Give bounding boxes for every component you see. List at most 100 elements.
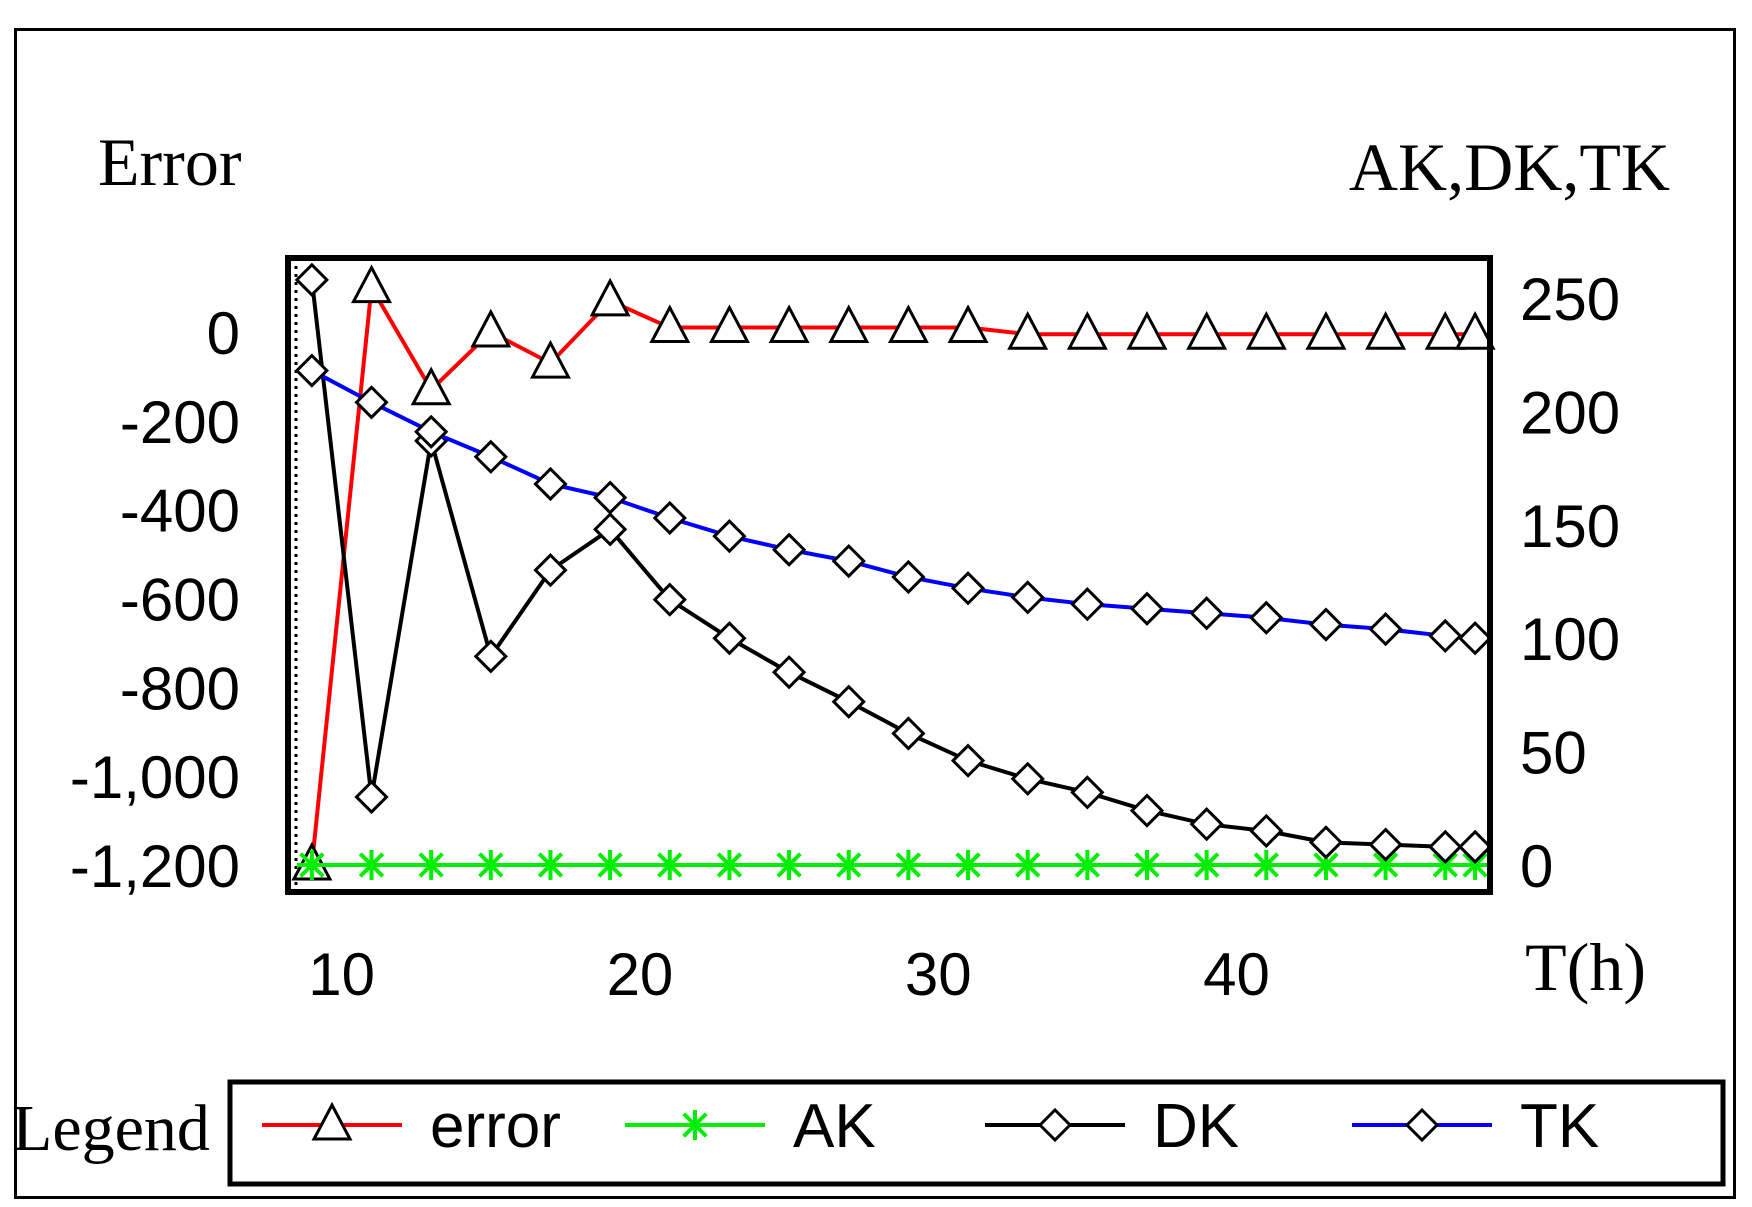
data-point-DK [354, 779, 389, 815]
y-right-tick-label: 0 [1520, 833, 1553, 900]
legend-title: Legend [12, 1092, 210, 1165]
data-point-TK [473, 439, 508, 474]
data-point-TK [1368, 612, 1403, 647]
data-point-DK [831, 684, 866, 719]
data-point-TK [891, 559, 926, 595]
data-point-AK [893, 850, 924, 880]
data-point-DK [593, 512, 628, 547]
data-point-DK [473, 639, 508, 674]
legend-item-DK: DK [985, 1092, 1239, 1161]
data-point-error [768, 304, 810, 344]
y-left-tick-label: -1,000 [70, 744, 240, 811]
data-point-DK [533, 553, 568, 588]
left-y-axis: 0 -200 -400 -600 -800 -1,000 -1,200 [70, 300, 240, 900]
legend-item-error: error [262, 1092, 561, 1161]
data-point-DK [891, 716, 926, 751]
y-left-tick-label: 0 [207, 300, 240, 367]
data-point-AK [774, 850, 805, 880]
data-point-error [589, 277, 631, 317]
data-point-TK [1010, 580, 1045, 615]
data-point-DK [1249, 813, 1284, 849]
plot-area-border [285, 255, 1493, 895]
data-point-AK [416, 850, 447, 880]
data-point-AK [1012, 850, 1043, 880]
data-point-AK [1370, 850, 1401, 880]
data-point-error [1245, 311, 1287, 350]
y-right-tick-label: 200 [1520, 379, 1620, 446]
data-point-error [1454, 311, 1496, 350]
data-point-TK [1070, 587, 1105, 622]
data-point-AK [535, 850, 566, 880]
legend-marker [680, 1110, 710, 1140]
data-point-DK [1368, 827, 1403, 862]
legend-marker [1037, 1107, 1073, 1143]
data-point-error [529, 339, 571, 379]
data-point-AK [654, 850, 685, 880]
data-point-DK [950, 743, 986, 778]
y-left-tick-label: -200 [120, 389, 240, 456]
data-point-DK [294, 262, 329, 297]
data-point-AK [714, 850, 745, 880]
chart-frame [14, 28, 1736, 1199]
y-right-tick-label: 100 [1520, 606, 1620, 673]
series-layer [291, 262, 1496, 881]
data-point-DK [1308, 825, 1344, 860]
data-point-DK [1457, 829, 1493, 864]
y-left-tick-label: -600 [120, 567, 240, 634]
data-point-AK [1251, 850, 1282, 880]
data-point-AK [1430, 850, 1461, 880]
data-point-error [1365, 311, 1407, 350]
data-point-AK [1131, 850, 1162, 880]
legend-item-TK: TK [1352, 1092, 1599, 1161]
data-point-error [1305, 311, 1347, 350]
data-point-error [1424, 311, 1466, 350]
data-point-TK [1428, 618, 1463, 654]
y-left-tick-label: -400 [120, 478, 240, 545]
data-point-DK [712, 621, 747, 656]
data-point-DK [771, 655, 807, 690]
data-point-error [351, 264, 393, 304]
x-tick-label: 30 [905, 941, 972, 1008]
data-point-AK [1191, 850, 1222, 880]
data-point-AK [595, 850, 626, 880]
x-tick-label: 10 [308, 941, 375, 1008]
legend: Legend error AK DK TK [12, 1079, 1726, 1187]
data-point-AK [475, 850, 506, 880]
data-point-TK [771, 532, 807, 567]
data-point-AK [1460, 850, 1491, 880]
data-point-DK [1189, 807, 1224, 842]
data-point-TK [1189, 596, 1224, 631]
data-point-error [470, 308, 512, 348]
data-point-error [947, 304, 989, 344]
data-point-error [1066, 311, 1108, 350]
data-point-AK [1072, 850, 1103, 880]
x-axis-title: T(h) [1525, 929, 1646, 1005]
legend-marker [1404, 1107, 1440, 1143]
series-AK [296, 850, 1491, 880]
y-right-axis-title: AK,DK,TK [1349, 129, 1670, 205]
data-point-TK [354, 385, 389, 420]
data-point-AK [833, 850, 864, 880]
data-point-error [1126, 311, 1168, 350]
data-point-AK [296, 850, 327, 880]
data-point-error [887, 304, 929, 344]
data-point-TK [1308, 607, 1344, 642]
data-point-DK [1428, 829, 1463, 864]
data-point-error [708, 304, 750, 344]
legend-label: TK [1520, 1092, 1599, 1161]
series-line-DK [309, 279, 1476, 849]
y-left-axis-title: Error [98, 124, 242, 200]
data-point-TK [533, 466, 568, 502]
data-point-TK [831, 543, 866, 579]
legend-item-AK: AK [625, 1092, 876, 1161]
data-point-TK [1129, 591, 1165, 626]
series-line-TK [310, 368, 1476, 641]
data-point-DK [1010, 761, 1045, 796]
data-point-error [1186, 311, 1228, 350]
series-TK [294, 353, 1493, 656]
data-point-error [649, 304, 691, 344]
data-point-TK [950, 571, 986, 606]
data-point-TK [593, 480, 628, 515]
data-point-TK [712, 519, 747, 554]
data-point-DK [652, 582, 687, 617]
